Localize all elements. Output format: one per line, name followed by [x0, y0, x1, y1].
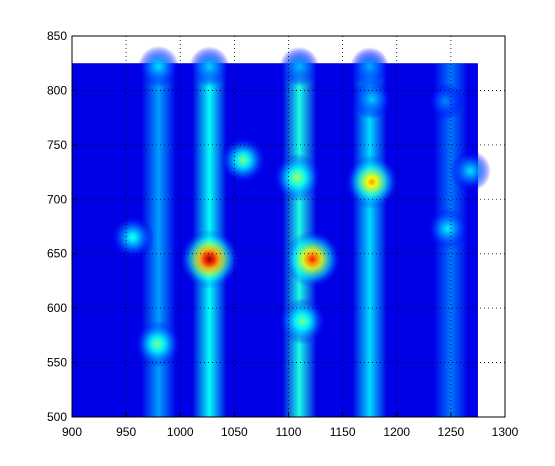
heatmap-peak — [279, 46, 320, 87]
y-tick-label: 800 — [47, 83, 67, 97]
heatmap-peak — [344, 154, 399, 209]
y-tick-label: 650 — [47, 247, 67, 261]
heatmap-peak — [134, 320, 181, 368]
grid-lines — [72, 36, 505, 417]
x-tick-label: 950 — [116, 425, 136, 439]
y-tick-label: 850 — [47, 29, 67, 43]
x-tick-label: 900 — [62, 425, 82, 439]
x-tick-label: 1100 — [276, 425, 302, 439]
heatmap-peak — [449, 150, 491, 192]
heatmap-peak — [219, 136, 267, 184]
y-tick-label: 750 — [47, 138, 67, 152]
heatmap-peak — [283, 230, 341, 288]
heatmap-peak — [273, 153, 322, 202]
heatmap-peak — [279, 297, 326, 345]
heatmap-peak — [179, 229, 240, 290]
heatmap-peak — [426, 207, 469, 250]
x-tick-label: 1000 — [167, 425, 194, 439]
y-tick-label: 550 — [47, 356, 67, 370]
x-tick-label: 1050 — [221, 425, 248, 439]
y-tick-label: 700 — [47, 192, 67, 206]
y-tick-label: 600 — [47, 301, 67, 315]
x-tick-label: 1150 — [330, 425, 356, 439]
heatmap-peak — [426, 82, 464, 120]
heatmap-peak — [189, 46, 230, 87]
heatmap-peak — [110, 215, 155, 260]
x-axis: 900 950 1000 1050 1100 1150 1200 1250 1300 — [62, 412, 519, 439]
heatmap-column-band — [352, 63, 387, 417]
y-axis: 500 550 600 650 700 750 800 850 — [47, 29, 77, 424]
heatmap-image — [72, 45, 491, 417]
x-tick-label: 1200 — [383, 425, 410, 439]
heatmap-peak — [351, 78, 393, 120]
y-tick-label: 500 — [47, 410, 67, 424]
x-tick-label: 1300 — [492, 425, 519, 439]
heatmap-peak — [138, 45, 180, 88]
heatmap-peak — [350, 47, 390, 86]
x-tick-label: 1250 — [438, 425, 465, 439]
